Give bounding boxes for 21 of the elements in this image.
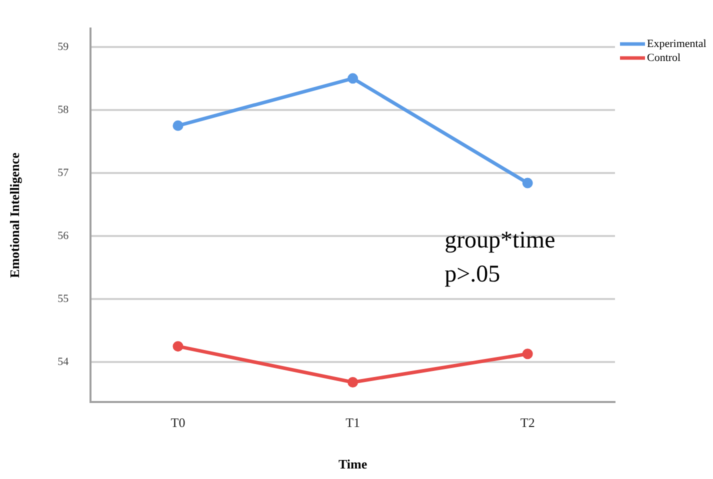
y-axis-title: Emotional Intelligence	[7, 152, 22, 278]
point	[348, 73, 358, 84]
y-tick-label: 57	[58, 166, 70, 179]
point	[522, 178, 533, 188]
point	[172, 341, 184, 352]
legend-label: Control	[647, 52, 681, 64]
point	[172, 120, 184, 131]
annotation: group*time	[444, 228, 556, 254]
x-axis-title: Time	[338, 456, 368, 472]
x-tick-label: T0	[170, 415, 186, 430]
annotation: p>.05	[444, 262, 500, 288]
x-tick-label: T1	[346, 415, 360, 430]
legend-label: Experimental	[647, 38, 706, 50]
y-tick-label: 59	[58, 40, 70, 53]
y-tick-label: 56	[58, 230, 70, 242]
y-tick-label: 55	[58, 292, 70, 305]
y-tick-label: 54	[58, 356, 70, 368]
y-tick-label: 58	[58, 104, 70, 116]
point	[522, 348, 533, 360]
point	[348, 377, 358, 388]
x-tick-label: T2	[520, 415, 535, 430]
